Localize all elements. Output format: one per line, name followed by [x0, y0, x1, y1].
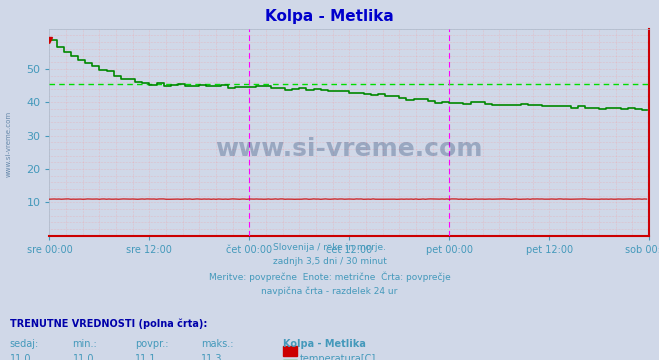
Text: navpična črta - razdelek 24 ur: navpična črta - razdelek 24 ur [262, 286, 397, 296]
Text: Meritve: povprečne  Enote: metrične  Črta: povprečje: Meritve: povprečne Enote: metrične Črta:… [209, 272, 450, 282]
Text: TRENUTNE VREDNOSTI (polna črta):: TRENUTNE VREDNOSTI (polna črta): [10, 319, 208, 329]
Text: 11,1: 11,1 [135, 354, 157, 360]
Text: sedaj:: sedaj: [10, 339, 39, 350]
Text: 11,3: 11,3 [201, 354, 223, 360]
Text: min.:: min.: [72, 339, 98, 350]
Text: 11,0: 11,0 [10, 354, 32, 360]
Text: maks.:: maks.: [201, 339, 233, 350]
Text: 11,0: 11,0 [72, 354, 94, 360]
Text: Kolpa - Metlika: Kolpa - Metlika [283, 339, 366, 350]
Text: Slovenija / reke in morje.: Slovenija / reke in morje. [273, 243, 386, 252]
Text: zadnjh 3,5 dni / 30 minut: zadnjh 3,5 dni / 30 minut [273, 257, 386, 266]
Text: povpr.:: povpr.: [135, 339, 169, 350]
Text: temperatura[C]: temperatura[C] [300, 354, 376, 360]
Text: www.si-vreme.com: www.si-vreme.com [215, 137, 483, 161]
Text: Kolpa - Metlika: Kolpa - Metlika [265, 9, 394, 24]
Text: www.si-vreme.com: www.si-vreme.com [5, 111, 11, 177]
